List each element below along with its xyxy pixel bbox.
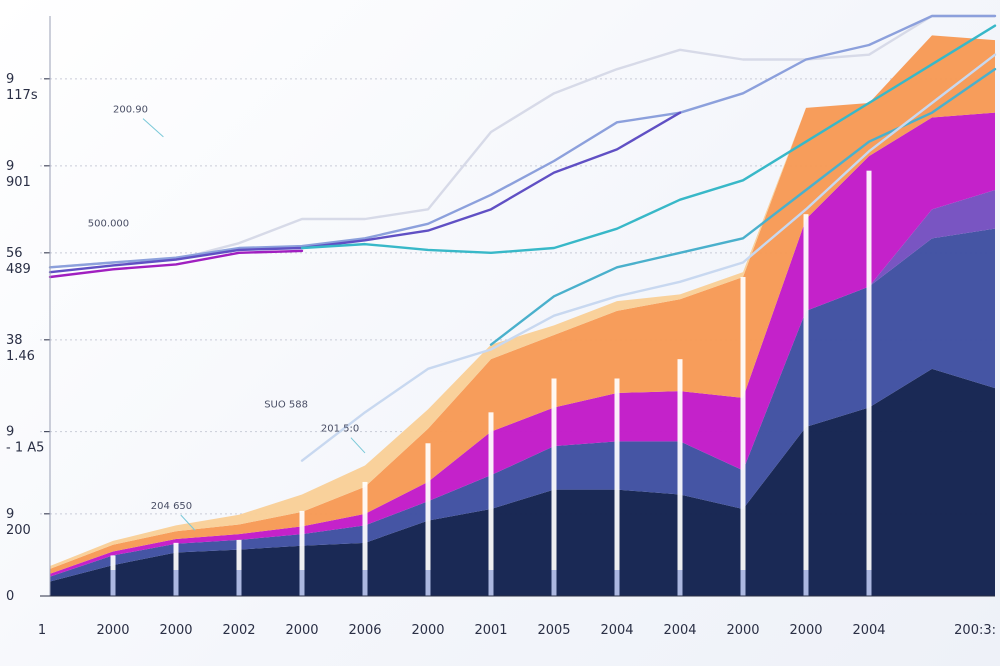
x-tick-label-8: 2005 [537, 623, 570, 638]
y-tick-label-2-0: 9 [6, 425, 14, 440]
annotation-label-4: 204 650 [151, 501, 192, 512]
y-tick-label-6-1: 117s [6, 88, 38, 103]
bar-2 [236, 539, 242, 596]
x-tick-label-1: 2000 [96, 623, 129, 638]
x-tick-label-2: 2000 [159, 623, 192, 638]
annotation-leader-3 [350, 437, 366, 454]
bar-base-4 [362, 570, 368, 596]
area-orange [50, 35, 995, 574]
bar-base-0 [110, 570, 116, 596]
y-tick-label-1-1: 200 [6, 523, 31, 538]
y-tick-label-2-1: - 1 A5 [6, 441, 44, 456]
line-violet [48, 111, 682, 274]
bar-base-2 [236, 570, 242, 596]
bar-1 [173, 542, 179, 596]
bar-4 [362, 481, 368, 596]
bar-base-12 [866, 570, 872, 596]
annotation-label-0: 200.90 [113, 105, 148, 116]
line-light-gray [48, 14, 997, 269]
y-tick-label-4-0: 56 [6, 246, 23, 261]
x-tick-label-9: 2004 [600, 623, 633, 638]
bar-6 [488, 412, 494, 596]
bar-5 [425, 443, 431, 596]
x-tick-label-10: 2004 [663, 623, 696, 638]
annotation-label-3: 201 5:0 [321, 424, 359, 435]
line-pale-blue [300, 53, 997, 462]
x-tick-label-13: 2004 [852, 623, 885, 638]
x-tick-label-5: 2006 [348, 623, 381, 638]
bar-7 [551, 378, 557, 596]
bar-8 [614, 378, 620, 596]
y-tick-label-1-0: 9 [6, 507, 14, 522]
bar-9 [677, 359, 683, 596]
y-tick-label-0-0: 0 [6, 589, 14, 604]
bar-base-5 [425, 570, 431, 596]
x-tick-label-11: 2000 [726, 623, 759, 638]
y-tick-label-3-1: 1.46 [6, 349, 35, 364]
bar-base-9 [677, 570, 683, 596]
x-tick-label-7: 2001 [474, 623, 507, 638]
area-navy [50, 368, 995, 596]
x-tick-label-14: 200:3: [954, 623, 996, 638]
area-magenta [50, 112, 995, 577]
x-tick-label-0: 1 [38, 623, 46, 638]
y-tick-label-5-0: 9 [6, 159, 14, 174]
bar-11 [803, 214, 809, 596]
annotation-leader-0 [142, 118, 164, 138]
bar-10 [740, 277, 746, 596]
bar-base-3 [299, 570, 305, 596]
bar-base-6 [488, 570, 494, 596]
bar-base-7 [551, 570, 557, 596]
bar-base-8 [614, 570, 620, 596]
annotation-label-1: 500.000 [88, 219, 129, 230]
bar-base-11 [803, 570, 809, 596]
line-periwinkle [48, 14, 997, 269]
line-teal-lower [489, 67, 997, 346]
x-tick-label-6: 2000 [411, 623, 444, 638]
x-tick-label-12: 2000 [789, 623, 822, 638]
y-tick-label-3-0: 38 [6, 333, 23, 348]
bar-12 [866, 170, 872, 596]
annotation-leader-4 [180, 514, 196, 531]
bar-base-1 [173, 570, 179, 596]
bar-base-10 [740, 570, 746, 596]
line-magenta-line [48, 249, 304, 279]
annotation-label-2: SUO 588 [264, 400, 308, 411]
bar-3 [299, 510, 305, 596]
y-tick-label-4-1: 489 [6, 262, 31, 277]
bar-marks [110, 170, 872, 596]
x-tick-label-4: 2000 [285, 623, 318, 638]
x-tick-label-3: 2002 [222, 623, 255, 638]
annotations: 200.90 500.000 SUO 588 201 5:0 204 650 [88, 105, 366, 531]
y-tick-label-6-0: 9 [6, 72, 14, 87]
y-tick-label-5-1: 901 [6, 175, 31, 190]
line-teal-upper [300, 24, 997, 255]
x-axis: 1 2000 2000 2002 2000 2006 2000 2001 2005 2004 200… [38, 595, 996, 638]
line-series [48, 14, 997, 462]
